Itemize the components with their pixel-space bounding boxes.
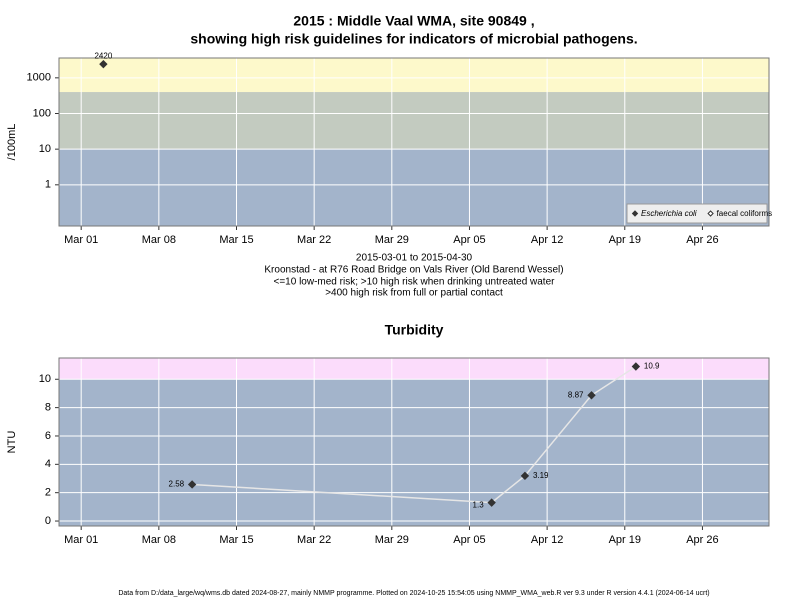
y-tick-label: 1	[45, 179, 51, 191]
footer: Data from D:/data_large/wq/wms.db dated …	[118, 590, 709, 597]
x-tick-label: Mar 29	[375, 534, 409, 546]
x-tick-label: Apr 12	[531, 534, 563, 546]
x-tick-label: Apr 26	[686, 534, 718, 546]
risk-band	[59, 358, 769, 380]
data-label: 2.58	[169, 480, 185, 489]
x-tick-label: Apr 26	[686, 234, 718, 246]
legend-label: Escherichia coli	[641, 209, 697, 218]
data-point	[587, 391, 596, 400]
legend-box	[626, 203, 768, 224]
x-tick-label: Mar 22	[297, 234, 331, 246]
legend-label: faecal coliforms	[717, 209, 773, 218]
data-label: 3.19	[533, 471, 549, 480]
data-label: 1.3	[473, 501, 485, 510]
y-axis-label: NTU	[6, 431, 18, 454]
x-tick-label: Apr 19	[609, 534, 641, 546]
data-point	[520, 471, 530, 481]
y-tick-label: 4	[45, 458, 51, 470]
x-tick-label: Mar 08	[142, 234, 176, 246]
x-tick-label: Mar 29	[375, 234, 409, 246]
risk-band	[59, 379, 769, 526]
data-label: 8.87	[568, 390, 584, 399]
y-tick-label: 10	[39, 143, 51, 155]
plot-frame	[58, 57, 770, 227]
x-tick-label: Mar 15	[219, 534, 253, 546]
chart-title: 2015 : Middle Vaal WMA, site 90849 ,	[293, 13, 534, 29]
data-point	[99, 59, 108, 69]
x-tick-label: Mar 01	[64, 534, 98, 546]
y-tick-label: 10	[39, 373, 51, 385]
y-axis-label: /100mL	[6, 124, 18, 161]
subtitle: <=10 low-med risk; >10 high risk when dr…	[274, 277, 556, 288]
y-tick-label: 1000	[27, 72, 51, 84]
y-tick-label: 0	[45, 515, 51, 527]
x-tick-label: Apr 05	[453, 234, 485, 246]
data-point	[631, 362, 641, 371]
data-point	[187, 480, 197, 489]
y-tick-label: 100	[33, 107, 51, 119]
x-tick-label: Apr 12	[531, 234, 563, 246]
plot-frame	[58, 357, 770, 527]
x-tick-label: Mar 08	[142, 534, 176, 546]
data-label: 2420	[94, 51, 112, 60]
x-tick-label: Mar 15	[219, 234, 253, 246]
risk-band	[59, 92, 769, 150]
risk-band	[59, 58, 769, 93]
subtitle: >400 high risk from full or partial cont…	[325, 288, 503, 299]
subtitle: Kroonstad - at R76 Road Bridge on Vals R…	[264, 265, 563, 276]
x-tick-label: Apr 19	[609, 234, 641, 246]
x-tick-label: Mar 22	[297, 534, 331, 546]
x-tick-label: Apr 05	[453, 534, 485, 546]
y-tick-label: 6	[45, 430, 51, 442]
y-tick-label: 8	[45, 402, 51, 414]
y-tick-label: 2	[45, 487, 51, 499]
x-tick-label: Mar 01	[64, 234, 98, 246]
chart-title: showing high risk guidelines for indicat…	[190, 31, 637, 47]
data-point	[487, 498, 496, 507]
legend-marker	[707, 210, 714, 217]
data-label: 10.9	[644, 362, 660, 371]
legend-marker	[631, 210, 639, 217]
subtitle: 2015-03-01 to 2015-04-30	[356, 253, 473, 264]
chart-title: Turbidity	[385, 322, 444, 338]
